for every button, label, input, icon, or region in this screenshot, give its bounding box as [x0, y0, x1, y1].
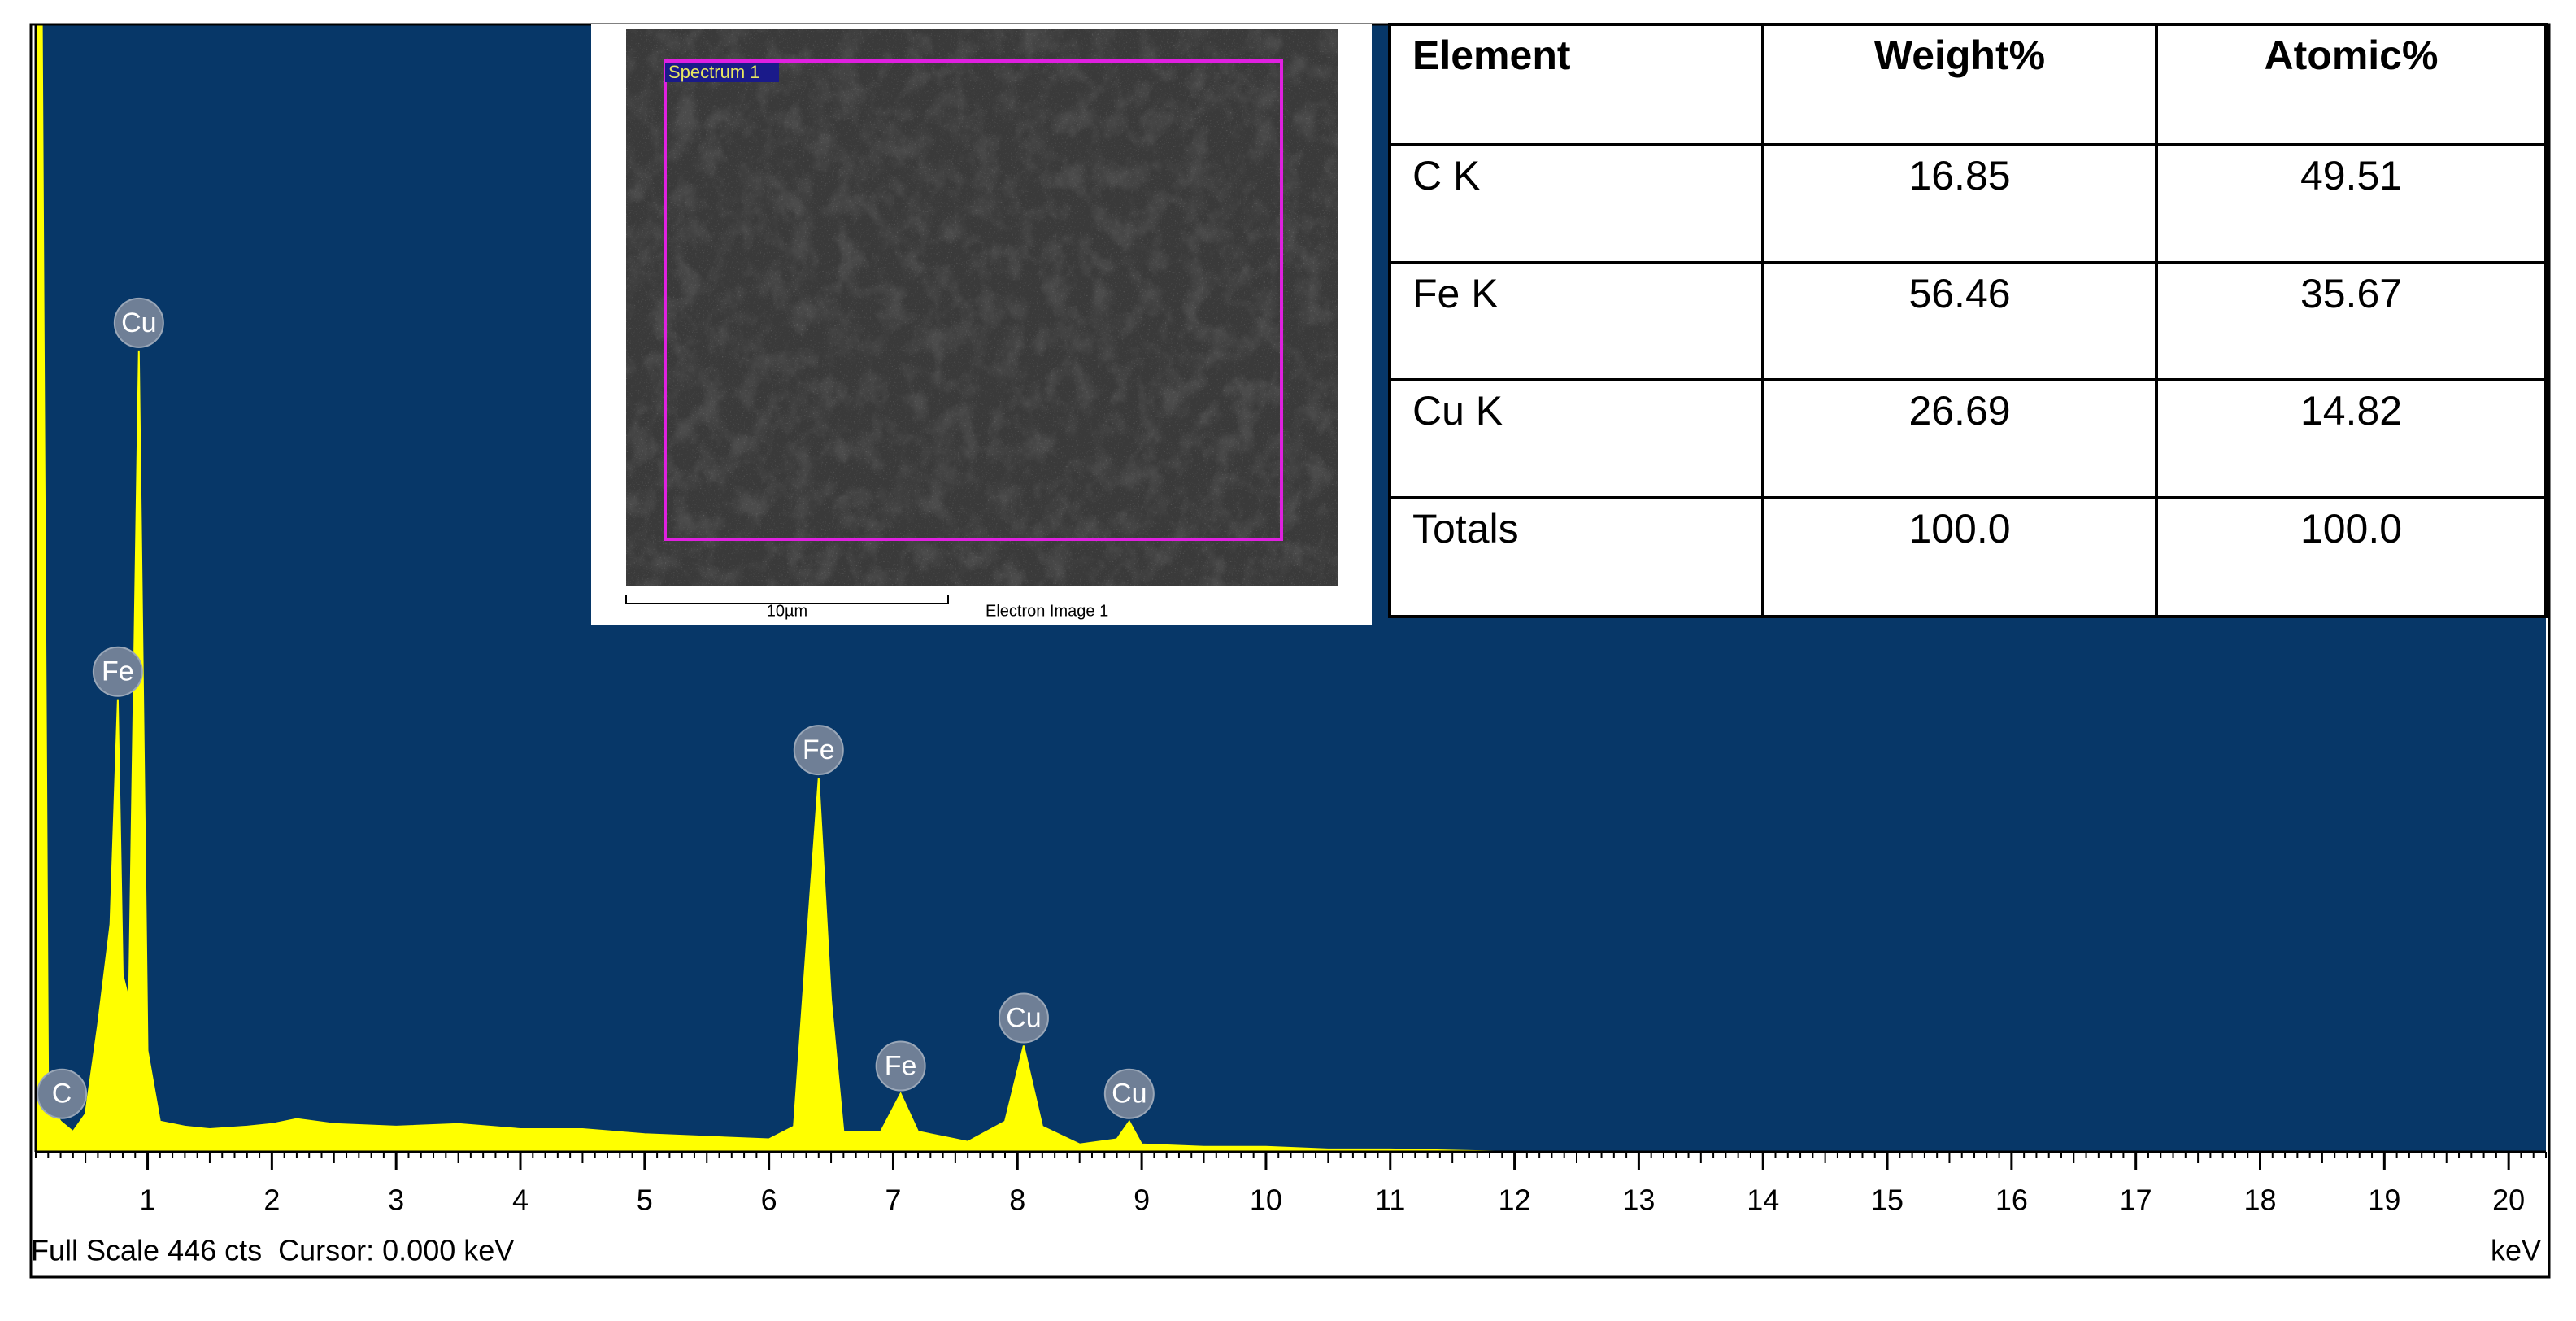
x-tick-label: 7: [885, 1184, 901, 1217]
x-tick-label: 17: [2120, 1184, 2152, 1217]
scale-bar: [625, 595, 949, 604]
peak-marker: [875, 1040, 926, 1092]
x-tick-label: 1: [140, 1184, 156, 1217]
peak-marker: [113, 297, 164, 348]
table-cell: 49.51: [2300, 153, 2402, 198]
peak-marker: [37, 1068, 88, 1119]
composition-table: Element Weight% Atomic% C K 16.85 49.51 Fe K 56…: [1388, 23, 2548, 618]
x-tick-label: 5: [637, 1184, 653, 1217]
peak-marker: [793, 725, 844, 776]
table-cell: 56.46: [1908, 271, 2010, 316]
x-tick-label: 2: [263, 1184, 280, 1217]
x-tick-label: 8: [1009, 1184, 1025, 1217]
electron-image-panel: Spectrum 1 10µm Electron Image 1: [591, 24, 1372, 625]
peak-label: Fe: [102, 656, 134, 687]
x-tick-label: 19: [2368, 1184, 2400, 1217]
table-cell: Totals: [1412, 506, 1519, 552]
sem-grain: [626, 29, 1338, 586]
table-background: [1388, 23, 2548, 618]
axis-band: [36, 1152, 2546, 1277]
region-label-bg: [665, 63, 779, 82]
x-tick-label: 10: [1250, 1184, 1282, 1217]
table-cell: 26.69: [1908, 388, 2010, 434]
table-cell: Cu K: [1412, 388, 1503, 434]
table-cell: C K: [1412, 153, 1480, 198]
peak-marker: [998, 992, 1049, 1044]
x-tick-label: 20: [2492, 1184, 2525, 1217]
table-header: Weight%: [1874, 33, 2045, 78]
spectrum-area: [35, 24, 2546, 1153]
scale-bar-label: 10µm: [767, 602, 807, 620]
x-tick-label: 13: [1622, 1184, 1655, 1217]
peak-label: Cu: [1112, 1079, 1147, 1110]
x-tick-label: 12: [1499, 1184, 1531, 1217]
peak-label: Cu: [1006, 1002, 1041, 1033]
image-caption: Electron Image 1: [986, 602, 1108, 620]
peak-marker: [92, 646, 143, 697]
spectrum-region: [664, 59, 1283, 541]
x-tick-label: 14: [1747, 1184, 1779, 1217]
x-tick-label: 18: [2243, 1184, 2276, 1217]
table-cell: 100.0: [1908, 506, 2010, 552]
peak-label: Cu: [121, 307, 156, 338]
x-tick-label: 6: [761, 1184, 777, 1217]
x-tick-label: 15: [1871, 1184, 1904, 1217]
x-tick-label: 4: [512, 1184, 529, 1217]
status-line: Full Scale 446 cts Cursor: 0.000 keV: [31, 1234, 514, 1267]
peak-marker: [1103, 1068, 1155, 1119]
x-tick-label: 11: [1375, 1184, 1405, 1217]
peak-label: Fe: [885, 1051, 917, 1082]
x-tick-label: 3: [388, 1184, 404, 1217]
table-cell: 14.82: [2300, 388, 2402, 434]
table-header: Atomic%: [2265, 33, 2439, 78]
table-header: Element: [1412, 33, 1571, 78]
peak-label: Fe: [803, 735, 835, 765]
table-cell: Fe K: [1412, 271, 1499, 316]
x-tick-label: 9: [1134, 1184, 1150, 1217]
x-axis-label: keV: [2491, 1234, 2541, 1267]
table-cell: 35.67: [2300, 271, 2402, 316]
table-cell: 100.0: [2300, 506, 2402, 552]
table-cell: 16.85: [1908, 153, 2010, 198]
peak-label: C: [52, 1079, 72, 1110]
region-label: Spectrum 1: [668, 62, 760, 82]
x-tick-label: 16: [1995, 1184, 2028, 1217]
